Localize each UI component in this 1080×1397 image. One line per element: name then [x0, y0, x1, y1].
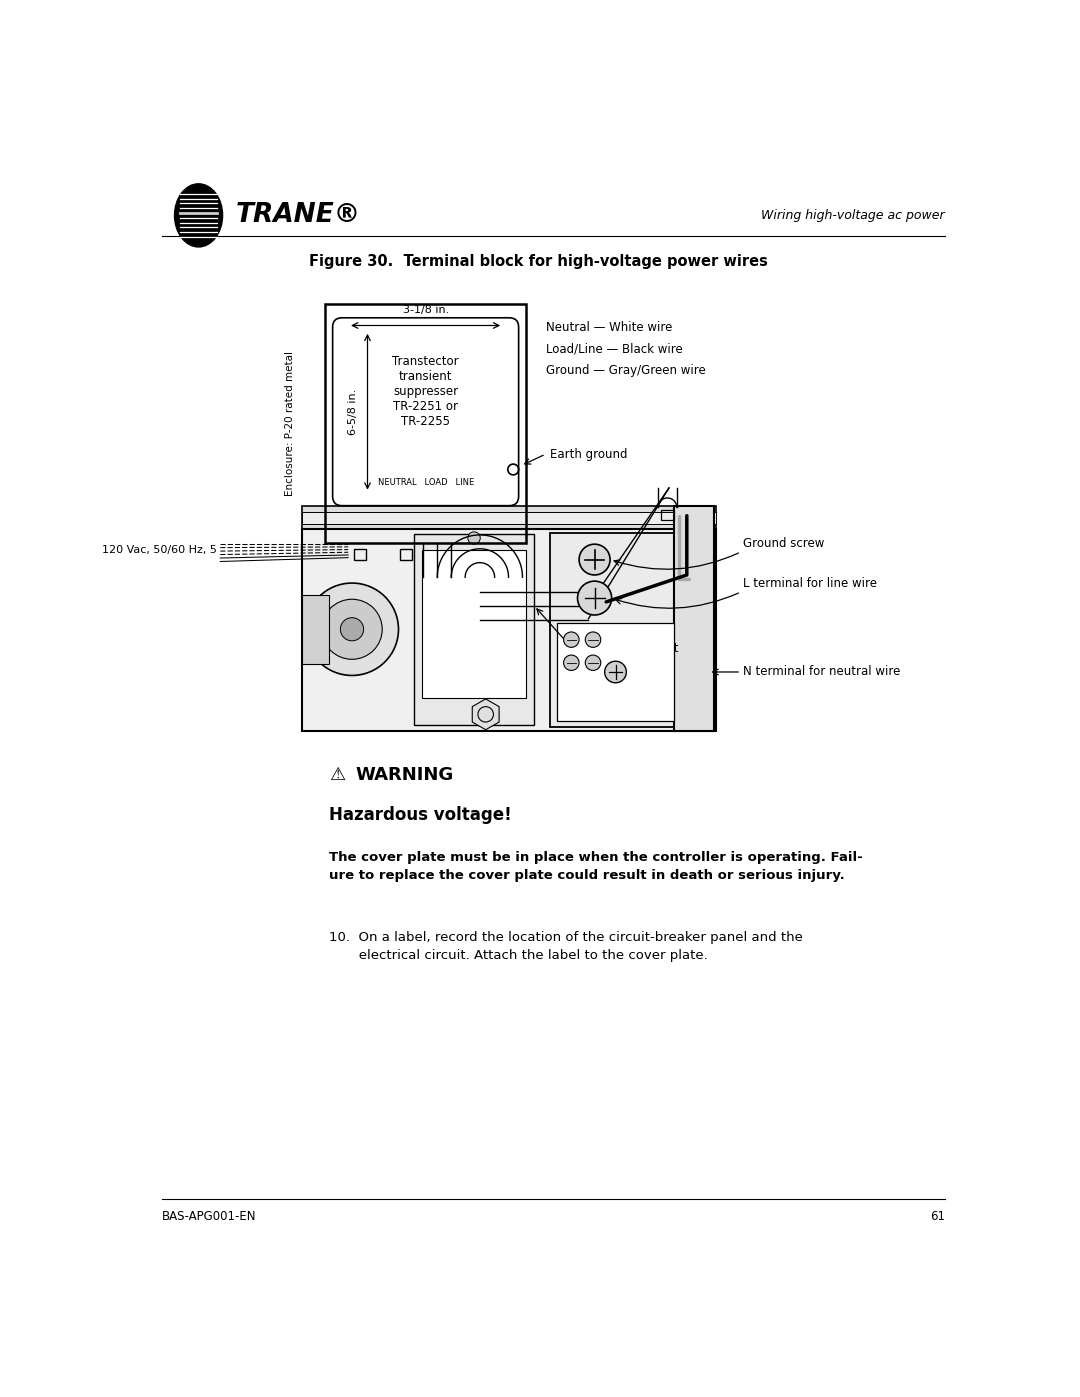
Circle shape — [578, 581, 611, 615]
Text: 61: 61 — [930, 1210, 945, 1222]
Bar — [414, 534, 535, 725]
Bar — [301, 511, 716, 524]
Circle shape — [564, 631, 579, 647]
Bar — [301, 529, 716, 731]
Text: 120 Vac, 50/60 Hz, 5: 120 Vac, 50/60 Hz, 5 — [102, 545, 216, 555]
Text: Enclosure: P-20 rated metal: Enclosure: P-20 rated metal — [285, 351, 295, 496]
Bar — [557, 623, 674, 721]
Text: BAS-APG001-EN: BAS-APG001-EN — [162, 1210, 257, 1222]
Ellipse shape — [175, 184, 222, 247]
Circle shape — [585, 655, 600, 671]
Text: Neutral — White wire: Neutral — White wire — [545, 320, 672, 334]
Text: Load/Line — Black wire: Load/Line — Black wire — [545, 342, 683, 355]
Text: 3-1/8 in.: 3-1/8 in. — [403, 306, 449, 316]
FancyBboxPatch shape — [333, 317, 518, 506]
Text: ⚠: ⚠ — [328, 766, 345, 784]
Text: Transtector
transient
suppresser
TR-2251 or
TR-2255: Transtector transient suppresser TR-2251… — [392, 355, 459, 427]
Text: Hazardous voltage!: Hazardous voltage! — [328, 806, 512, 824]
Circle shape — [579, 545, 610, 576]
Bar — [301, 595, 328, 664]
Circle shape — [322, 599, 382, 659]
Circle shape — [564, 655, 579, 671]
Circle shape — [605, 661, 626, 683]
Bar — [353, 549, 366, 560]
Text: Ground screw: Ground screw — [743, 538, 825, 550]
Bar — [400, 549, 413, 560]
Text: L terminal for line wire: L terminal for line wire — [743, 577, 877, 591]
Bar — [661, 510, 674, 520]
Text: NEUTRAL   LOAD   LINE: NEUTRAL LOAD LINE — [378, 478, 474, 488]
Bar — [301, 506, 716, 529]
Text: Must be in conduit: Must be in conduit — [569, 643, 678, 655]
Bar — [422, 549, 526, 698]
Circle shape — [468, 532, 481, 545]
Text: Figure 30.  Terminal block for high-voltage power wires: Figure 30. Terminal block for high-volta… — [309, 254, 768, 270]
Circle shape — [585, 631, 600, 647]
Circle shape — [306, 583, 399, 676]
Text: The cover plate must be in place when the controller is operating. Fail-
ure to : The cover plate must be in place when th… — [328, 851, 863, 882]
Circle shape — [340, 617, 364, 641]
Text: N terminal for neutral wire: N terminal for neutral wire — [743, 665, 901, 679]
Text: TRANE®: TRANE® — [235, 203, 361, 228]
Text: Wiring high-voltage ac power: Wiring high-voltage ac power — [761, 210, 945, 222]
Text: WARNING: WARNING — [356, 766, 454, 784]
Bar — [325, 305, 526, 542]
Bar — [550, 532, 713, 728]
Text: Earth ground: Earth ground — [550, 447, 627, 461]
Bar — [674, 506, 714, 731]
Text: 6-5/8 in.: 6-5/8 in. — [348, 388, 359, 434]
Text: 10.  On a label, record the location of the circuit-breaker panel and the
      : 10. On a label, record the location of t… — [328, 932, 802, 963]
Text: Ground — Gray/Green wire: Ground — Gray/Green wire — [545, 363, 705, 377]
